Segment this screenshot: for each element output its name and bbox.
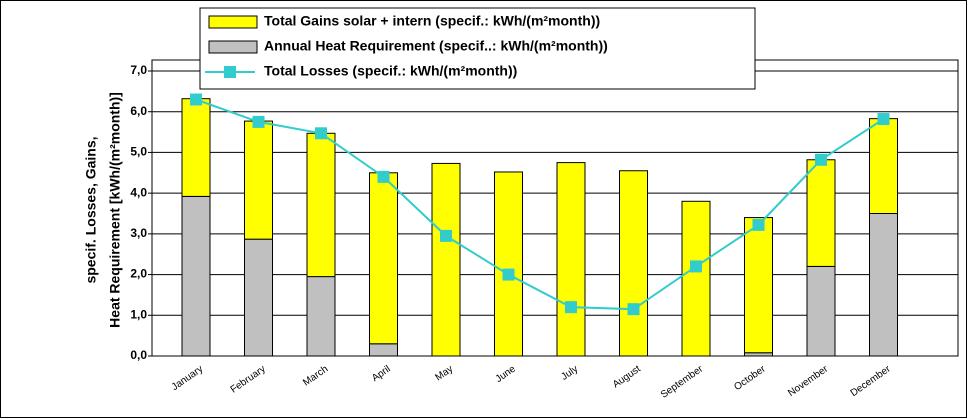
marker — [815, 153, 827, 166]
legend-label: Total Gains solar + intern (specif.: kWh… — [264, 13, 600, 29]
bar — [744, 217, 773, 354]
bar — [869, 213, 898, 357]
marker — [502, 268, 515, 281]
y-axis-label: specif. Losses, Gains, — [83, 136, 99, 283]
marker — [440, 229, 452, 242]
bar — [806, 265, 836, 357]
bar — [244, 238, 273, 357]
bar — [181, 195, 211, 357]
bar — [244, 120, 273, 240]
marker — [252, 115, 265, 128]
bar — [556, 162, 586, 357]
marker — [877, 113, 890, 126]
y-tick-label: 1,0 — [130, 307, 147, 321]
y-tick-label: 2,0 — [130, 267, 147, 281]
marker — [627, 303, 640, 316]
marker — [690, 260, 702, 273]
bar — [306, 132, 336, 278]
bar — [369, 172, 398, 345]
marker — [752, 218, 765, 231]
y-tick-label: 3,0 — [130, 226, 147, 240]
y-tick-label: 5,0 — [130, 145, 147, 159]
marker — [565, 301, 577, 314]
y-tick-label: 0,0 — [130, 348, 147, 362]
marker — [315, 127, 327, 140]
legend-label: Annual Heat Requirement (specif..: kWh/(… — [264, 38, 608, 54]
bar — [806, 159, 836, 267]
marker — [190, 93, 202, 106]
bar — [181, 98, 211, 197]
bar — [869, 118, 898, 214]
bar — [431, 162, 461, 357]
legend-marker — [224, 66, 236, 78]
legend-swatch — [208, 15, 258, 29]
bar — [306, 276, 336, 357]
bar — [494, 171, 523, 357]
legend — [199, 7, 756, 90]
line — [195, 98, 885, 311]
bar — [619, 170, 648, 357]
y-tick-label: 6,0 — [130, 104, 147, 118]
y-axis-label: Heat Requirement [kWh/(m²month)] — [107, 92, 123, 328]
y-tick-label: 4,0 — [130, 185, 147, 199]
legend-swatch — [208, 40, 258, 54]
bar — [681, 200, 711, 357]
bar — [369, 343, 398, 357]
legend-label: Total Losses (specif.: kWh/(m²month)) — [264, 63, 517, 79]
y-tick-label: 7,0 — [130, 63, 147, 77]
marker — [377, 170, 390, 183]
